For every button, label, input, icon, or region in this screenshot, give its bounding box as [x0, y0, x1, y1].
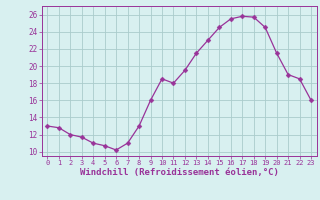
X-axis label: Windchill (Refroidissement éolien,°C): Windchill (Refroidissement éolien,°C): [80, 168, 279, 177]
